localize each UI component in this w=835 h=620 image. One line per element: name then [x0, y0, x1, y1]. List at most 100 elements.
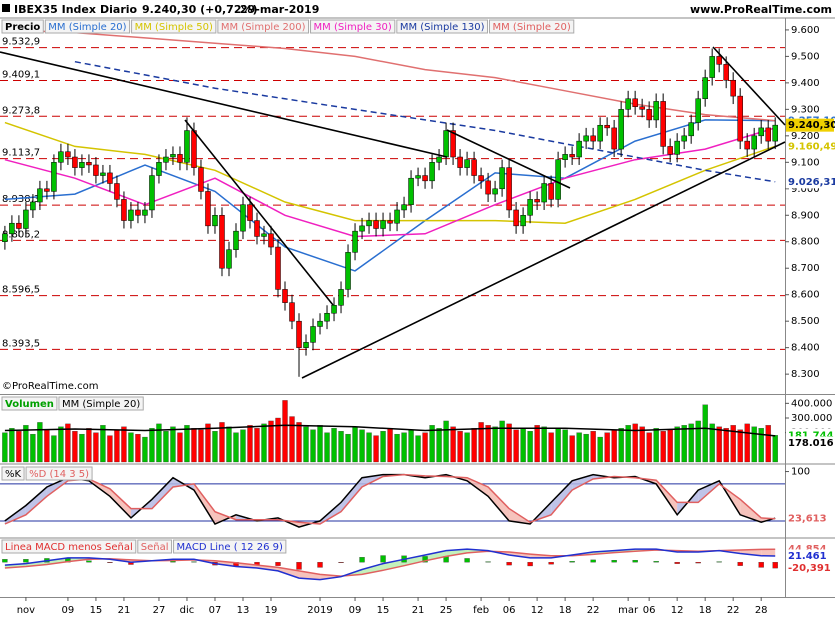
candle-body — [660, 101, 666, 147]
volume-bar — [58, 426, 64, 463]
candle-body — [184, 130, 190, 163]
candle-body — [331, 305, 337, 314]
candle-body — [240, 204, 246, 232]
histogram-bar — [464, 558, 470, 563]
candle-body — [632, 98, 638, 107]
x-tick-label: 18 — [559, 605, 572, 616]
x-tick-label: 27 — [153, 605, 166, 616]
candle-body — [597, 124, 603, 142]
volume-bar — [30, 433, 36, 463]
candle-body — [163, 156, 169, 163]
candle-body — [653, 101, 659, 121]
area-fill — [404, 554, 426, 566]
x-tick-label: 15 — [90, 605, 103, 616]
candle-body — [576, 140, 582, 158]
candle-body — [716, 56, 722, 65]
volume-bar — [44, 429, 50, 463]
volume-bar — [184, 425, 190, 463]
x-tick-label: 12 — [671, 605, 684, 616]
candle-body — [156, 162, 162, 176]
volume-bar — [366, 432, 372, 463]
candle-body — [506, 167, 512, 211]
support-label: 9.532,9 — [2, 37, 40, 48]
candle-body — [667, 146, 673, 155]
candle-body — [79, 162, 85, 168]
period: Diario — [100, 3, 138, 16]
volume-bar — [436, 428, 442, 463]
candle-body — [93, 164, 99, 176]
candle-body — [674, 140, 680, 155]
volume-bar — [268, 420, 274, 463]
volume-bar — [149, 428, 155, 463]
area-fill — [551, 480, 573, 515]
ma-line — [4, 473, 776, 528]
volume-bar — [534, 425, 540, 463]
histogram-bar — [548, 562, 554, 565]
y-tick-label: 8.900 — [791, 210, 820, 221]
trendline — [301, 141, 786, 379]
x-tick-label: 2019 — [307, 605, 332, 616]
volume-bar — [352, 426, 358, 463]
last-value-label: 21.461 — [788, 551, 827, 562]
candle-body — [394, 209, 400, 224]
area-fill — [488, 486, 510, 521]
last-value-label: 23,613 — [788, 514, 827, 525]
candle-body — [751, 135, 757, 150]
last-price: 9.240,30 (+0,72%) — [142, 3, 258, 16]
x-tick-label: nov — [17, 605, 35, 616]
candle-body — [289, 302, 295, 322]
volume-bar — [135, 433, 141, 463]
histogram-bar — [758, 562, 764, 568]
volume-bar — [709, 423, 715, 463]
candle-body — [366, 220, 372, 227]
legend-box — [1, 539, 137, 554]
candle-body — [303, 342, 309, 348]
last-value-label: 9.026,31 — [788, 177, 835, 188]
x-tick-label: 06 — [503, 605, 516, 616]
histogram-bar — [107, 562, 113, 563]
histogram-bar — [23, 559, 29, 563]
last-value-label: 9.240,30 — [788, 120, 835, 131]
candle-body — [310, 326, 316, 343]
legend-entry: %K — [5, 469, 22, 480]
volume-bar — [191, 428, 197, 463]
candle-body — [548, 183, 554, 200]
volume-bar — [380, 431, 386, 463]
legend-entry: Linea MACD menos Señal — [5, 542, 133, 553]
watermark: ©ProRealTime.com — [2, 381, 98, 392]
trendline — [712, 46, 786, 126]
volume-bar — [317, 425, 323, 463]
candle-body — [555, 159, 561, 200]
last-value-box — [786, 436, 834, 450]
x-tick-label: 06 — [643, 605, 656, 616]
y-tick-label: 8.500 — [791, 316, 820, 327]
area-fill — [299, 570, 321, 580]
volume-bar — [520, 428, 526, 463]
volume-bar — [688, 423, 694, 463]
volume-bar — [576, 432, 582, 463]
histogram-bar — [338, 562, 344, 563]
area-fill — [46, 557, 68, 565]
volume-bar — [240, 429, 246, 463]
histogram-bar — [611, 560, 617, 563]
volume-bar — [79, 433, 85, 463]
volume-bar — [86, 428, 92, 463]
volume-bar — [324, 432, 330, 463]
area-fill — [572, 474, 594, 491]
volume-bar — [471, 428, 477, 463]
candle-body — [604, 124, 610, 129]
last-value-label: 9.160,49 — [788, 141, 835, 152]
volume-bar — [429, 425, 435, 463]
histogram-bar — [275, 562, 281, 566]
x-tick-label: mar — [618, 605, 639, 616]
candle-body — [527, 199, 533, 216]
last-value-box — [786, 118, 834, 132]
volume-bar — [2, 432, 8, 463]
candle-body — [415, 175, 421, 179]
volume-bar — [121, 426, 127, 463]
volume-bar — [233, 432, 239, 463]
legend-box — [137, 539, 173, 554]
histogram-bar — [772, 562, 778, 569]
volume-bar — [681, 425, 687, 463]
legend-entry: Señal — [141, 542, 169, 553]
